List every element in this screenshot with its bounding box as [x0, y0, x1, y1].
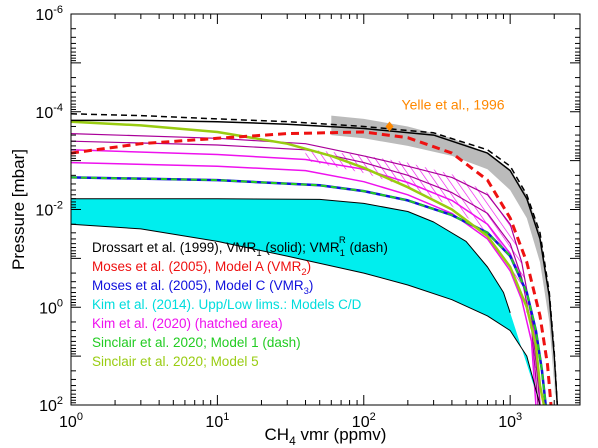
x-tick-label: 103	[498, 411, 522, 431]
x-tick-label: 101	[205, 411, 229, 431]
legend-entry: Moses et al. (2005), Model C (VMR3)	[92, 278, 313, 297]
legend-entry: Kim et al. (2014). Upp/Low lims.: Models…	[92, 297, 362, 312]
yelle-annotation: Yelle et al., 1996	[402, 96, 505, 112]
kim2014-filled-range	[71, 198, 540, 405]
series-kim2014-edge-lower	[71, 223, 541, 405]
y-tick-label: 10-4	[35, 102, 63, 122]
legend-entry: Drossart et al. (1999), VMR1 (solid); VM…	[92, 235, 388, 259]
y-axis-label: Pressure [mbar]	[9, 149, 28, 270]
x-axis-label: CH4 vmr (ppmv)	[265, 425, 387, 448]
series-moses-model-a	[71, 130, 553, 405]
series-magenta-outer-2	[71, 161, 537, 405]
kim2020-hatched-area	[305, 149, 540, 405]
series-kim2014-edge-upper	[71, 198, 511, 313]
legend-entry: Sinclair et al. 2020; Model 1 (dash)	[92, 335, 301, 350]
axes: Yelle et al., 1996 100 101 102 103 10-6 10-4 10…	[9, 4, 581, 448]
x-tick-label: 100	[59, 411, 83, 431]
y-tick-label: 10-2	[35, 200, 63, 220]
y-tick-label: 10-6	[35, 4, 63, 24]
legend-entry: Moses et al. (2005), Model A (VMR2)	[92, 259, 311, 278]
series-kim2020-dark-2	[71, 140, 539, 405]
legend: Drossart et al. (1999), VMR1 (solid); VM…	[92, 235, 388, 369]
yelle-marker	[385, 121, 394, 132]
x-tick-label: 102	[352, 411, 376, 431]
legend-entry: Sinclair et al. 2020; Model 5	[92, 354, 259, 369]
series-sinclair-model-5	[71, 120, 546, 405]
y-tick-label: 100	[39, 297, 63, 317]
legend-entry: Kim et al. (2020) (hatched area)	[92, 316, 283, 331]
plot-area	[71, 113, 559, 405]
y-tick-label: 102	[39, 395, 63, 415]
series-drossart-dash	[71, 113, 559, 405]
